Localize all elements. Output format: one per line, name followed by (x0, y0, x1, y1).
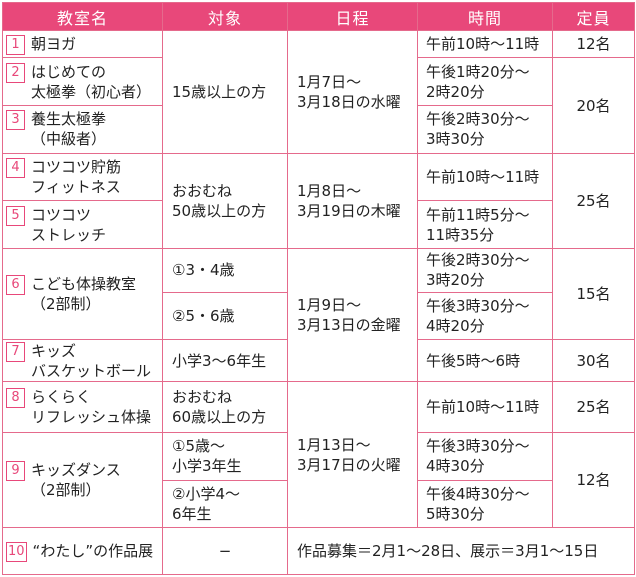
target-cell: おおむね 60歳以上の方 (162, 381, 288, 433)
class-name: コツコツ貯筋 フィットネス (31, 158, 122, 197)
capacity-cell: 30名 (552, 339, 635, 383)
time-cell: 午後5時〜6時 (417, 339, 553, 383)
table-row: 6 こども体操教室 （2部制） ①3・4歳 1月9日〜 3月13日の金曜 午後2時… (2, 248, 635, 383)
time-cell: 午前10時〜11時 (417, 29, 553, 59)
time-cell: 午前10時〜11時 (417, 381, 553, 433)
class-number-badge: 4 (6, 158, 25, 179)
table-row: ②小学4〜 6年生 午後4時30分〜 5時30分 (3, 479, 635, 529)
target-cell: ①5歳〜 小学3年生 (162, 431, 288, 481)
class-number-badge: 8 (6, 387, 25, 408)
target-cell: 小学3〜6年生 (162, 339, 288, 383)
target-cell: ①3・4歳 (162, 248, 288, 293)
class-name: 養生太極拳 （中級者） (31, 110, 107, 149)
table-row: 4 コツコツ貯筋 フィットネス おおむね 50歳以上の方 1月8日〜 3月19日の… (2, 152, 635, 250)
schedule-cell: 1月9日〜 3月13日の金曜 (287, 248, 418, 383)
class-name: キッズダンス （2部制） (31, 461, 121, 499)
class-name: 朝ヨガ (31, 34, 77, 53)
class-number-badge: 6 (6, 275, 25, 296)
table-row: 7 キッズ バスケットボール 小学3〜6年生 午後5時〜6時 30名 (2, 339, 635, 383)
target-cell: ②5・6歳 (162, 291, 288, 341)
header-target: 対象 (162, 2, 288, 31)
schedule-cell: 1月7日〜 3月18日の水曜 (287, 30, 418, 154)
classroom-cell: 9 キッズダンス （2部制） (2, 431, 163, 529)
time-cell: 午後3時30分〜 4時30分 (417, 431, 553, 481)
classroom-cell: 10 “わたし”の作品展 (2, 527, 163, 575)
capacity-cell: 25名 (552, 152, 635, 250)
classroom-cell: 3 養生太極拳 （中級者） (2, 105, 163, 154)
capacity-cell: 12名 (552, 431, 635, 529)
time-cell: 午後1時20分〜 2時20分 (417, 57, 553, 107)
table-row: 10 “わたし”の作品展 − 作品募集＝2月1〜28日、展示＝3月1〜15日 (2, 527, 635, 575)
table-row: 8 らくらく リフレッシュ体操 おおむね 60歳以上の方 1月13日〜 3月17日… (2, 381, 635, 529)
table-row: ②5・6歳 午後3時30分〜 4時20分 (3, 291, 635, 341)
classroom-cell: 4 コツコツ貯筋 フィットネス (2, 152, 163, 202)
class-name: らくらく リフレッシュ体操 (31, 387, 152, 426)
time-cell: 午前11時5分〜 11時35分 (417, 200, 553, 250)
class-number-badge: 1 (6, 34, 25, 55)
classroom-cell: 5 コツコツ ストレッチ (2, 200, 163, 250)
target-cell: おおむね 50歳以上の方 (162, 152, 288, 250)
header-capacity: 定員 (552, 2, 635, 31)
classroom-cell: 1 朝ヨガ (2, 29, 163, 59)
class-name: コツコツ ストレッチ (31, 205, 107, 244)
classroom-cell: 6 こども体操教室 （2部制） (2, 248, 163, 341)
class-number-badge: 3 (6, 110, 25, 131)
exhibition-schedule-cell: 作品募集＝2月1〜28日、展示＝3月1〜15日 (287, 527, 635, 575)
target-cell: − (162, 527, 288, 575)
header-schedule: 日程 (287, 2, 418, 31)
header-time: 時間 (417, 2, 553, 31)
schedule-cell: 1月13日〜 3月17日の火曜 (287, 381, 418, 529)
classroom-cell: 8 らくらく リフレッシュ体操 (2, 381, 163, 433)
class-name: “わたし”の作品展 (32, 542, 154, 561)
header-row: 教室名 対象 日程 時間 定員 (2, 2, 635, 31)
capacity-cell: 12名 (552, 29, 635, 59)
time-cell: 午後3時30分〜 4時20分 (417, 291, 553, 341)
class-number-badge: 7 (6, 341, 25, 362)
table-row: 3 養生太極拳 （中級者） 午後2時30分〜 3時30分 (2, 105, 635, 154)
target-cell: ②小学4〜 6年生 (162, 479, 288, 529)
target-cell: 15歳以上の方 (162, 30, 288, 154)
class-name: はじめての 太極拳（初心者） (31, 62, 152, 101)
capacity-cell: 20名 (552, 57, 635, 154)
table-row: 9 キッズダンス （2部制） ①5歳〜 小学3年生 午後3時30分〜 4時30分 … (2, 431, 635, 529)
table-row: 2 はじめての 太極拳（初心者） 午後1時20分〜 2時20分 20名 (2, 57, 635, 154)
time-cell: 午後2時30分〜 3時20分 (417, 248, 553, 293)
capacity-cell: 15名 (552, 248, 635, 341)
schedule-cell: 1月8日〜 3月19日の木曜 (287, 152, 418, 250)
class-name: キッズ バスケットボール (31, 341, 152, 380)
class-name: こども体操教室 （2部制） (31, 275, 137, 314)
classroom-cell: 2 はじめての 太極拳（初心者） (2, 57, 163, 107)
class-number-badge: 2 (6, 62, 25, 83)
time-cell: 午後4時30分〜 5時30分 (417, 479, 553, 529)
time-cell: 午前10時〜11時 (417, 152, 553, 202)
header-classroom: 教室名 (2, 2, 163, 31)
time-cell: 午後2時30分〜 3時30分 (417, 105, 553, 154)
capacity-cell: 25名 (552, 381, 635, 433)
class-number-badge: 9 (6, 461, 25, 481)
class-number-badge: 10 (6, 541, 27, 562)
class-number-badge: 5 (6, 205, 25, 226)
table-row: 1 朝ヨガ 15歳以上の方 1月7日〜 3月18日の水曜 午前10時〜11時 12… (2, 29, 635, 154)
classroom-cell: 7 キッズ バスケットボール (2, 339, 163, 383)
